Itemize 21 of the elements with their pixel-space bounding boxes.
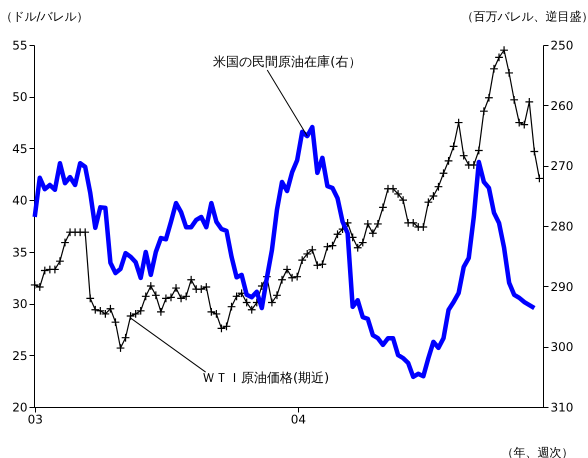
y2-tick-label: 270 [550,159,574,174]
y2-tick-label: 290 [550,280,574,294]
y-tick-label: 55 [12,38,28,52]
y2-tick-label: 280 [550,220,574,234]
annotation: 米国の民間原油在庫(右） [213,54,362,70]
x-tick-label: 03 [28,412,43,426]
y2-tick-label: 250 [550,38,574,52]
x-tick-label: 04 [290,412,306,426]
y-tick-label: 20 [12,400,28,414]
y-axis-title: （ドル/バレル） [0,10,89,24]
y-tick-label: 50 [12,90,28,104]
y2-tick-label: 260 [550,98,574,113]
y-tick-label: 45 [12,142,28,156]
y-tick-label: 25 [12,348,28,363]
annotation: ＷＴＩ原油価格(期近) [202,371,330,386]
y-tick-label: 35 [12,245,28,260]
y2-axis-title: （百万バレル、逆目盛） [462,10,588,24]
y-tick-label: 30 [12,297,28,312]
y-tick-label: 40 [12,194,28,208]
y2-tick-label: 310 [550,400,574,414]
y2-tick-label: 300 [550,340,574,354]
